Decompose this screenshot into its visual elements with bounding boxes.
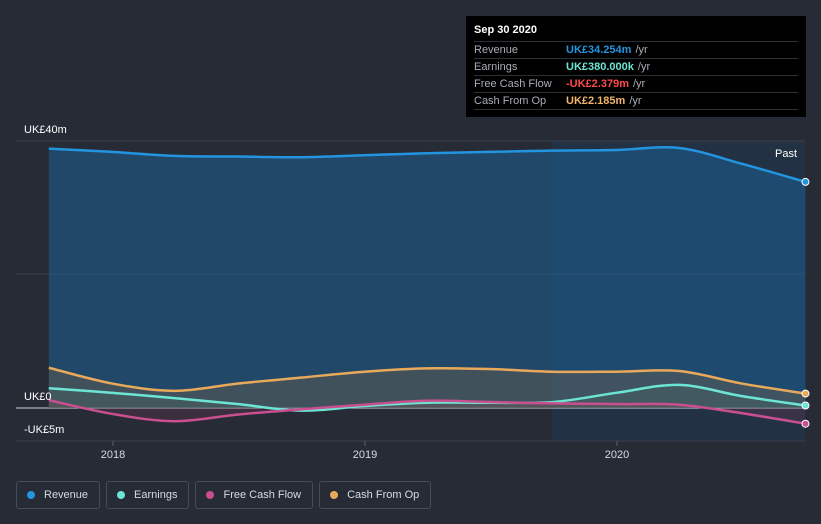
revenue-area <box>48 147 806 408</box>
legend-label: Free Cash Flow <box>223 489 302 501</box>
x-tick-label: 2019 <box>353 449 377 461</box>
cash-from-op-dot-icon <box>330 491 339 499</box>
tooltip-value: UK£2.185m <box>566 95 626 107</box>
free-cash-flow-end-point <box>801 419 810 428</box>
x-tick-label: 2020 <box>605 449 629 461</box>
tooltip-unit: /yr <box>635 44 648 56</box>
y-tick-label: UK£40m <box>24 124 67 136</box>
tooltip-unit: /yr <box>629 95 642 107</box>
tooltip-row-free-cash-flow: Free Cash Flow -UK£2.379m /yr <box>474 75 798 92</box>
free-cash-flow-dot-icon <box>206 491 215 499</box>
legend-label: Revenue <box>44 489 89 501</box>
tooltip-unit: /yr <box>637 61 651 73</box>
tooltip-value: UK£380.000k <box>566 61 634 73</box>
tooltip-unit: /yr <box>632 78 646 90</box>
x-tick-label: 2018 <box>101 449 125 461</box>
tooltip-label: Earnings <box>474 61 518 73</box>
earnings-line <box>48 383 806 412</box>
cash-from-op-end-point <box>801 389 810 398</box>
y-axis-ticks: UK£40m UK£0 -UK£5m <box>24 124 67 436</box>
series-areas <box>48 147 806 424</box>
earnings-end-point <box>801 401 810 410</box>
legend-label: Cash From Op <box>347 489 420 501</box>
series-lines <box>48 145 806 425</box>
free-cash-flow-line <box>48 398 806 425</box>
revenue-end-point <box>801 177 810 186</box>
tooltip-value: UK£34.254m <box>566 44 632 56</box>
tooltip-label: Revenue <box>474 44 519 56</box>
tooltip-label: Cash From Op <box>474 95 547 107</box>
tooltip-row-revenue: Revenue UK£34.254m /yr <box>474 41 798 58</box>
past-label: Past <box>775 148 797 160</box>
legend-item-earnings[interactable]: Earnings <box>106 481 190 509</box>
tooltip-date: Sep 30 2020 <box>474 24 537 36</box>
tooltip-row-cash-from-op: Cash From Op UK£2.185m /yr <box>474 92 798 110</box>
x-axis-ticks: 2018 2019 2020 <box>101 441 629 461</box>
tooltip: Sep 30 2020 Revenue UK£34.254m /yr Earni… <box>466 16 806 117</box>
revenue-dot-icon <box>27 491 35 499</box>
cash-from-op-area <box>48 367 806 408</box>
tooltip-row-earnings: Earnings UK£380.000k /yr <box>474 58 798 75</box>
y-tick-label: -UK£5m <box>24 424 64 436</box>
legend-item-free-cash-flow[interactable]: Free Cash Flow <box>195 481 314 509</box>
legend: Revenue Earnings Free Cash Flow Cash Fro… <box>16 481 432 509</box>
cash-from-op-line <box>48 366 806 395</box>
series-end-dots <box>801 177 810 428</box>
tooltip-value: -UK£2.379m <box>566 78 629 90</box>
free-cash-flow-area <box>48 400 806 424</box>
legend-item-revenue[interactable]: Revenue <box>16 481 101 509</box>
tooltip-label: Free Cash Flow <box>474 78 552 90</box>
legend-item-cash-from-op[interactable]: Cash From Op <box>319 481 432 509</box>
legend-label: Earnings <box>134 489 178 501</box>
y-tick-label: UK£0 <box>24 391 52 403</box>
earnings-dot-icon <box>117 491 126 499</box>
revenue-line <box>48 145 806 184</box>
